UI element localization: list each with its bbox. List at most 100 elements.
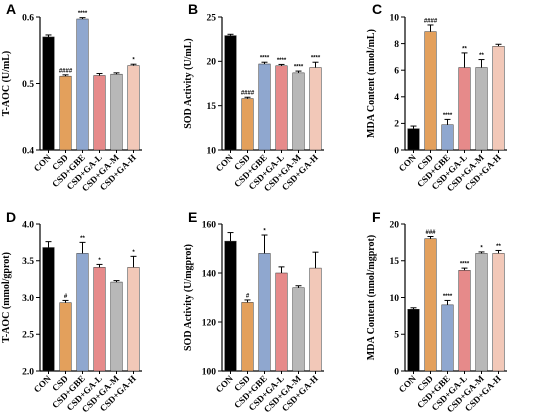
panel-letter: B (188, 1, 198, 17)
y-tick-label: 120 (202, 318, 217, 328)
bar (42, 247, 55, 372)
y-tick-label: 10 (390, 13, 400, 23)
y-tick-label: 140 (202, 269, 217, 279)
bar (309, 267, 322, 372)
significance-marker: # (64, 294, 68, 300)
panel-f: F 0 5 10 15 20 MDA Content (nmol/mgprot) CON ###… (366, 209, 507, 414)
bar (42, 36, 55, 151)
bar (59, 302, 72, 372)
y-tick-label: 2.0 (22, 367, 34, 377)
bar (458, 67, 471, 151)
category-label: CON (32, 373, 54, 395)
bar (93, 75, 106, 151)
significance-marker: # (246, 293, 250, 299)
y-tick-label: 0 (394, 146, 399, 156)
significance-marker: ** (80, 236, 85, 242)
category-label: CON (397, 373, 419, 395)
bar (76, 18, 89, 151)
y-tick-label: 10 (390, 294, 400, 304)
y-tick-label: 0.4 (22, 146, 34, 156)
significance-marker: * (132, 250, 135, 256)
significance-marker: **** (460, 262, 470, 268)
panel-letter: D (6, 209, 16, 225)
significance-marker: * (132, 58, 135, 64)
y-tick-label: 100 (202, 367, 217, 377)
significance-marker: ** (479, 53, 484, 59)
bar (492, 46, 505, 151)
bar (475, 253, 488, 372)
bar (275, 65, 288, 151)
bar (292, 287, 305, 372)
y-tick-label: 0.6 (22, 13, 34, 23)
y-axis-label: T-AOC (U/mL) (1, 51, 12, 116)
bar (93, 267, 106, 372)
y-tick-label: 10 (207, 146, 217, 156)
bar (127, 267, 140, 372)
y-tick-label: 15 (390, 257, 400, 267)
y-tick-label: 2.5 (22, 331, 34, 341)
y-tick-label: 2 (394, 120, 399, 130)
bar (407, 309, 420, 372)
category-label: CON (214, 373, 236, 395)
bar (475, 67, 488, 151)
bar (127, 65, 140, 151)
significance-marker: **** (311, 56, 321, 62)
panel-d: D2.02.53.03.54.0T-AOC (mmol/gprot)CON#CS… (1, 209, 142, 414)
bar (110, 73, 123, 151)
y-tick-label: 20 (207, 58, 217, 68)
category-label: CON (397, 152, 419, 174)
y-tick-label: 4.0 (22, 220, 34, 230)
significance-marker: #### (241, 91, 255, 97)
bar (76, 253, 89, 372)
y-axis-label: SOD Activity (U/mL) (183, 38, 194, 129)
bar (241, 98, 254, 151)
y-tick-label: 8 (394, 40, 399, 50)
panel-letter: E (188, 209, 197, 225)
significance-marker: * (263, 229, 266, 235)
y-tick-label: 0 (394, 367, 399, 377)
bar (258, 253, 271, 372)
y-tick-label: 6 (394, 67, 399, 77)
panel-letter: F (372, 209, 381, 225)
bar (241, 302, 254, 372)
y-axis-label: MDA Content (nmol/mgprot) (366, 235, 377, 360)
significance-marker: **** (277, 58, 287, 64)
significance-marker: * (98, 258, 101, 264)
significance-marker: **** (443, 294, 453, 300)
y-axis-label: MDA Content (nmol/mL) (366, 29, 377, 138)
significance-marker: * (480, 245, 483, 251)
bar (275, 272, 288, 372)
category-label: CON (214, 152, 236, 174)
bar (59, 75, 72, 151)
y-axis-label: T-AOC (mmol/gprot) (1, 252, 12, 343)
y-tick-label: 5 (394, 331, 399, 341)
panel-a: A0.40.50.6T-AOC (U/mL)CON####CSD****CSD+… (1, 1, 142, 193)
y-tick-label: 0.5 (22, 80, 34, 90)
significance-marker: #### (424, 18, 438, 24)
bar (110, 281, 123, 372)
bar (309, 67, 322, 151)
bar (292, 72, 305, 151)
bar (492, 253, 505, 372)
y-tick-label: 25 (207, 13, 217, 23)
y-tick-label: 15 (207, 102, 217, 112)
category-label: CON (32, 152, 54, 174)
significance-marker: **** (78, 11, 88, 17)
significance-marker: ** (462, 46, 467, 52)
bar (441, 304, 454, 372)
y-tick-label: 3.0 (22, 294, 34, 304)
panel-e: E 100 120 140 160 SOD Activity (U/mgprot) CON #… (183, 209, 324, 414)
significance-marker: **** (260, 56, 270, 62)
significance-marker: ** (496, 244, 501, 250)
panel-letter: A (6, 1, 16, 17)
bar (224, 35, 237, 151)
y-axis-label: SOD Activity (U/mgprot) (183, 244, 194, 351)
significance-marker: #### (59, 68, 73, 74)
y-tick-label: 4 (394, 93, 399, 103)
y-tick-label: 3.5 (22, 257, 34, 267)
y-tick-label: 20 (390, 220, 400, 230)
panel-letter: C (372, 1, 382, 17)
significance-marker: **** (443, 113, 453, 119)
